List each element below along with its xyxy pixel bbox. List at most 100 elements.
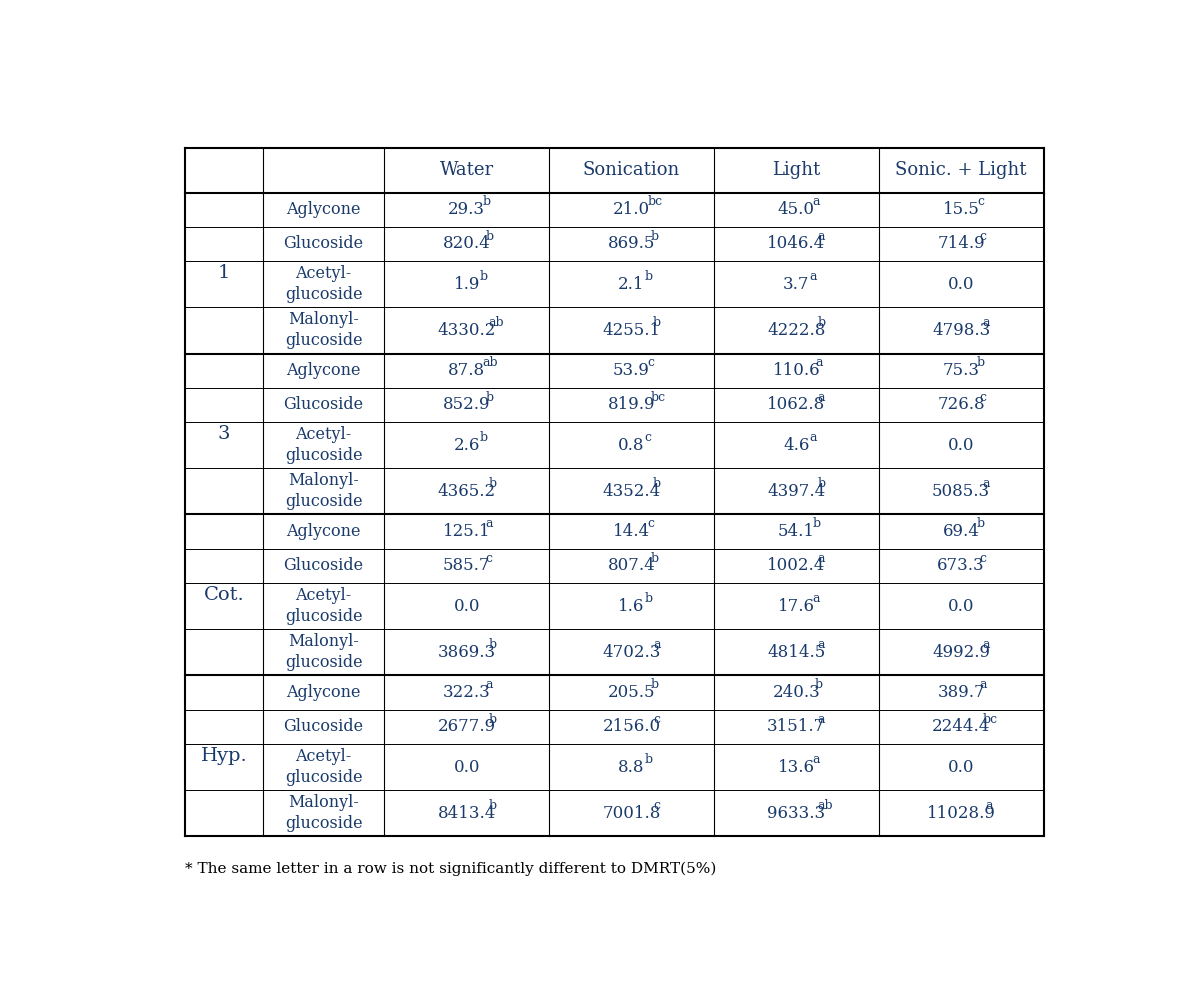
Text: c: c xyxy=(980,391,987,404)
Text: 2244.4: 2244.4 xyxy=(931,719,991,736)
Text: a: a xyxy=(809,270,816,283)
Text: Sonic. + Light: Sonic. + Light xyxy=(896,161,1027,179)
Text: 4702.3: 4702.3 xyxy=(602,644,661,661)
Text: Malonyl-
glucoside: Malonyl- glucoside xyxy=(284,472,363,511)
Text: Glucoside: Glucoside xyxy=(283,235,364,252)
Text: b: b xyxy=(488,638,497,651)
Text: a: a xyxy=(982,477,989,490)
Text: b: b xyxy=(645,753,653,766)
Text: c: c xyxy=(647,518,654,531)
Text: 0.0: 0.0 xyxy=(948,275,974,292)
Text: a: a xyxy=(818,638,825,651)
Text: 240.3: 240.3 xyxy=(773,684,820,701)
Text: c: c xyxy=(980,230,987,242)
Text: 3: 3 xyxy=(218,425,230,443)
Text: c: c xyxy=(645,431,652,444)
Text: a: a xyxy=(818,713,825,726)
Text: 3869.3: 3869.3 xyxy=(437,644,495,661)
Text: * The same letter in a row is not significantly different to DMRT(5%): * The same letter in a row is not signif… xyxy=(185,861,716,876)
Text: b: b xyxy=(818,317,826,330)
Text: 2156.0: 2156.0 xyxy=(602,719,660,736)
Text: 714.9: 714.9 xyxy=(937,235,985,252)
Text: b: b xyxy=(488,713,497,726)
Text: 69.4: 69.4 xyxy=(943,524,980,540)
Text: Glucoside: Glucoside xyxy=(283,396,364,413)
Text: 0.0: 0.0 xyxy=(948,598,974,615)
Text: a: a xyxy=(812,195,820,208)
Text: a: a xyxy=(486,518,493,531)
Text: Sonication: Sonication xyxy=(583,161,680,179)
Text: b: b xyxy=(653,317,661,330)
Text: Acetyl-
glucoside: Acetyl- glucoside xyxy=(284,587,363,625)
Text: 4330.2: 4330.2 xyxy=(437,322,497,339)
Text: b: b xyxy=(651,552,658,565)
Text: b: b xyxy=(488,477,497,490)
Text: Aglycone: Aglycone xyxy=(287,684,361,701)
Text: bc: bc xyxy=(647,195,662,208)
Text: 1002.4: 1002.4 xyxy=(767,558,826,575)
Text: 0.0: 0.0 xyxy=(948,759,974,776)
Text: 54.1: 54.1 xyxy=(777,524,815,540)
Text: 13.6: 13.6 xyxy=(777,759,815,776)
Text: b: b xyxy=(653,477,661,490)
Text: b: b xyxy=(645,270,653,283)
Text: 585.7: 585.7 xyxy=(443,558,491,575)
Text: 0.0: 0.0 xyxy=(454,598,480,615)
Text: bc: bc xyxy=(651,391,665,404)
Text: Malonyl-
glucoside: Malonyl- glucoside xyxy=(284,312,363,350)
Text: a: a xyxy=(812,753,820,766)
Text: 5085.3: 5085.3 xyxy=(933,482,991,499)
Text: Glucoside: Glucoside xyxy=(283,719,364,736)
Text: 852.9: 852.9 xyxy=(443,396,491,413)
Text: 14.4: 14.4 xyxy=(613,524,651,540)
Text: c: c xyxy=(653,713,660,726)
Text: b: b xyxy=(651,230,658,242)
Text: c: c xyxy=(486,552,492,565)
Text: 1062.8: 1062.8 xyxy=(767,396,826,413)
Text: b: b xyxy=(482,195,491,208)
Text: 869.5: 869.5 xyxy=(608,235,655,252)
Text: 110.6: 110.6 xyxy=(773,362,820,379)
Text: 29.3: 29.3 xyxy=(448,201,485,218)
Text: ab: ab xyxy=(818,799,833,812)
Text: c: c xyxy=(976,195,984,208)
Text: Acetyl-
glucoside: Acetyl- glucoside xyxy=(284,748,363,786)
Text: 673.3: 673.3 xyxy=(937,558,985,575)
Text: a: a xyxy=(982,638,989,651)
Text: b: b xyxy=(651,678,658,691)
Text: 8413.4: 8413.4 xyxy=(437,805,497,822)
Text: b: b xyxy=(976,357,985,370)
Text: 4365.2: 4365.2 xyxy=(437,482,495,499)
Text: 4397.4: 4397.4 xyxy=(767,482,826,499)
Text: b: b xyxy=(818,477,826,490)
Text: 1.9: 1.9 xyxy=(454,275,480,292)
Text: a: a xyxy=(653,638,660,651)
Text: c: c xyxy=(653,799,660,812)
Text: ab: ab xyxy=(482,357,498,370)
Text: 15.5: 15.5 xyxy=(943,201,980,218)
Text: ab: ab xyxy=(488,317,504,330)
Text: Water: Water xyxy=(440,161,494,179)
Text: 4255.1: 4255.1 xyxy=(602,322,660,339)
Text: 4222.8: 4222.8 xyxy=(767,322,826,339)
Text: 1.6: 1.6 xyxy=(619,598,645,615)
Text: Acetyl-
glucoside: Acetyl- glucoside xyxy=(284,426,363,464)
Text: 87.8: 87.8 xyxy=(448,362,486,379)
Text: 2.6: 2.6 xyxy=(454,436,480,453)
Text: 807.4: 807.4 xyxy=(608,558,655,575)
Text: 205.5: 205.5 xyxy=(608,684,655,701)
Text: a: a xyxy=(985,799,993,812)
Text: 3151.7: 3151.7 xyxy=(767,719,826,736)
Text: a: a xyxy=(818,230,825,242)
Text: 125.1: 125.1 xyxy=(443,524,491,540)
Text: Malonyl-
glucoside: Malonyl- glucoside xyxy=(284,794,363,832)
Text: bc: bc xyxy=(982,713,998,726)
Text: b: b xyxy=(480,270,488,283)
Text: b: b xyxy=(486,230,493,242)
Text: Aglycone: Aglycone xyxy=(287,362,361,379)
Text: 819.9: 819.9 xyxy=(608,396,655,413)
Text: a: a xyxy=(982,317,989,330)
Text: 726.8: 726.8 xyxy=(937,396,985,413)
Text: b: b xyxy=(815,678,824,691)
Text: 2677.9: 2677.9 xyxy=(437,719,495,736)
